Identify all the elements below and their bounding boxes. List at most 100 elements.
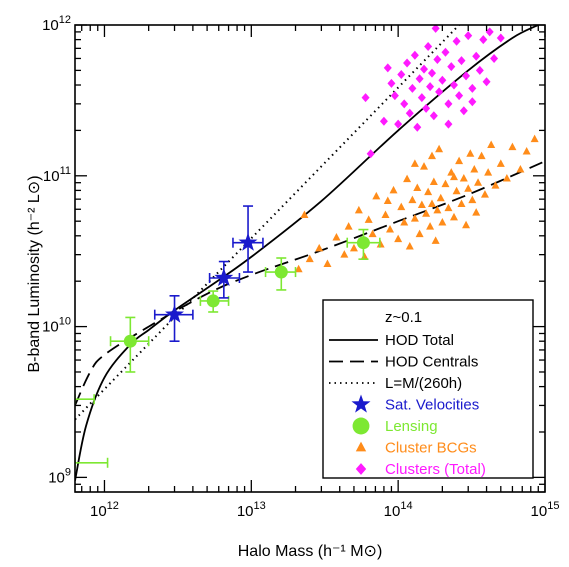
clusters-total-point-14 [415, 74, 424, 84]
cluster-bcgs-point-40 [444, 203, 453, 212]
clusters-total-point-26 [441, 47, 450, 57]
legend-label-hod-centrals: HOD Centrals [385, 354, 478, 371]
cluster-bcgs-point-68 [383, 196, 392, 205]
clusters-total-point-17 [422, 103, 431, 113]
y-tick-label-3: 1012 [42, 14, 71, 34]
cluster-bcgs-point-65 [410, 159, 419, 167]
clusters-total-point-44 [444, 119, 453, 129]
lensing-point-3 [356, 236, 370, 250]
line-hod-centrals [75, 160, 545, 406]
cluster-bcgs-point-64 [530, 134, 539, 143]
clusters-total-point-6 [394, 119, 403, 129]
clusters-total-point-20 [427, 68, 436, 78]
cluster-bcgs-point-46 [459, 173, 468, 182]
clusters-total-point-13 [413, 122, 422, 132]
clusters-total-point-31 [455, 91, 464, 101]
clusters-total-point-32 [457, 56, 466, 66]
cluster-bcgs-point-10 [360, 252, 369, 260]
clusters-total-point-24 [435, 87, 444, 97]
cluster-bcgs-point-49 [466, 149, 475, 157]
clusters-total-point-16 [420, 64, 429, 74]
clusters-total-point-30 [452, 36, 461, 46]
cluster-bcgs-point-59 [496, 159, 505, 167]
legend: z~0.1 HOD Total HOD Centrals L=M/(260h) Sat.… [322, 299, 534, 479]
clusters-total-point-35 [464, 31, 473, 41]
cluster-bcgs-point-57 [487, 140, 496, 149]
y-tick-label-1: 1010 [42, 316, 71, 336]
cluster-bcgs-point-45 [457, 199, 466, 208]
clusters-total-point-18 [424, 42, 433, 52]
cluster-bcgs-point-36 [435, 144, 444, 153]
cluster-bcgs-point-54 [477, 151, 486, 160]
clusters-total-point-37 [472, 51, 481, 61]
cluster-bcgs-point-41 [447, 168, 456, 176]
cluster-bcgs-point-53 [474, 178, 483, 186]
legend-label-hod-total: HOD Total [385, 332, 454, 349]
cluster-bcgs-point-0 [294, 264, 303, 273]
cluster-bcgs-point-11 [364, 215, 373, 223]
legend-label-sat-velocities: Sat. Velocities [385, 397, 479, 414]
legend-marker-clusters-total [355, 463, 367, 475]
legend-marker-cluster-bcgs [355, 441, 367, 452]
clusters-total-point-45 [468, 97, 477, 107]
clusters-total-point-2 [379, 116, 388, 126]
cluster-bcgs-point-3 [315, 243, 324, 252]
cluster-bcgs-point-14 [376, 240, 385, 248]
cluster-bcgs-point-63 [522, 146, 531, 155]
clusters-total-point-27 [444, 99, 453, 109]
cluster-bcgs-point-32 [427, 199, 436, 208]
cluster-bcgs-point-67 [449, 172, 458, 181]
line-l-m-260h [75, 25, 460, 421]
clusters-total-point-9 [403, 58, 412, 68]
clusters-total-point-12 [410, 50, 419, 60]
data-points [75, 25, 539, 468]
cluster-bcgs-point-51 [470, 165, 479, 173]
cluster-bcgs-point-7 [344, 222, 353, 230]
clusters-total-point-21 [429, 111, 438, 121]
legend-marker-sat-velocities [351, 394, 371, 413]
lensing-point-2 [274, 265, 288, 279]
cluster-bcgs-point-16 [386, 225, 395, 233]
cluster-bcgs-point-48 [464, 184, 473, 192]
lensing-point-0 [123, 334, 137, 348]
legend-label-lensing: Lensing [385, 418, 438, 435]
legend-label-l-m-260h: L=M/(260h) [385, 375, 462, 392]
legend-label-cluster-bcgs: Cluster BCGs [385, 440, 477, 457]
plot-frame [74, 24, 546, 493]
cluster-bcgs-point-12 [368, 229, 377, 238]
cluster-bcgs-point-19 [397, 202, 406, 211]
y-tick-label-0: 109 [48, 466, 71, 486]
clusters-total-point-39 [479, 35, 488, 45]
clusters-total-point-15 [417, 93, 426, 103]
legend-title: z~0.1 [385, 309, 422, 326]
sat-velocities-point-2 [238, 232, 258, 251]
cluster-bcgs-point-37 [436, 193, 445, 202]
line-hod-total [75, 25, 539, 481]
cluster-bcgs-point-50 [468, 195, 477, 204]
clusters-total-point-0 [361, 93, 370, 103]
clusters-total-point-1 [366, 149, 375, 159]
cluster-bcgs-point-42 [449, 212, 458, 221]
cluster-bcgs-point-39 [441, 179, 450, 188]
cluster-bcgs-point-25 [413, 183, 422, 191]
legend-label-clusters-total: Clusters (Total) [385, 461, 486, 478]
cluster-bcgs-point-21 [403, 174, 412, 183]
clusters-total-point-22 [431, 25, 440, 33]
clusters-total-point-33 [459, 106, 468, 116]
cluster-bcgs-point-24 [410, 214, 419, 222]
clusters-total-point-5 [390, 91, 399, 101]
cluster-bcgs-point-43 [452, 186, 461, 195]
clusters-total-point-11 [408, 83, 417, 93]
clusters-total-point-28 [447, 62, 456, 72]
cluster-bcgs-point-27 [417, 200, 426, 209]
cluster-bcgs-point-52 [472, 208, 481, 216]
cluster-bcgs-point-61 [508, 142, 517, 151]
cluster-bcgs-point-47 [462, 220, 471, 229]
cluster-bcgs-point-6 [340, 250, 349, 258]
clusters-total-point-34 [462, 71, 471, 81]
cluster-bcgs-point-17 [389, 185, 398, 194]
x-axis-label: Halo Mass (h⁻¹ M⊙) [238, 543, 383, 560]
clusters-total-point-43 [496, 33, 505, 43]
cluster-bcgs-point-62 [516, 165, 525, 173]
